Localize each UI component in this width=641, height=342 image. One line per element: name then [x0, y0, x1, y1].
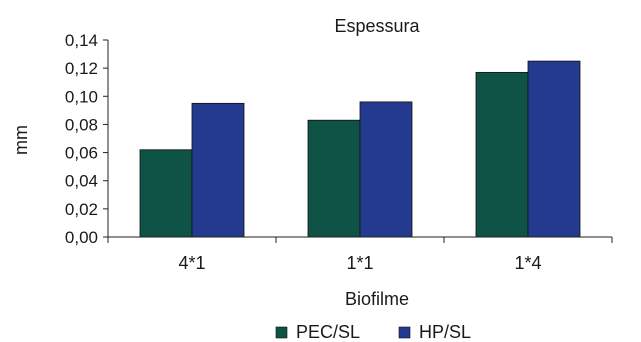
- y-tick-label: 0,14: [65, 31, 98, 50]
- legend-item-pec-sl: PEC/SL: [275, 322, 360, 342]
- legend-item-hp-sl: HP/SL: [398, 322, 471, 342]
- legend: PEC/SL HP/SL: [275, 322, 471, 342]
- legend-swatch-pec-sl: [275, 326, 288, 339]
- y-tick-label: 0,04: [65, 172, 98, 191]
- y-tick-label: 0,02: [65, 200, 98, 219]
- legend-label-hp-sl: HP/SL: [419, 322, 471, 342]
- y-tick-label: 0,06: [65, 144, 98, 163]
- bar-pec-sl-1-1: [307, 119, 361, 238]
- chart-title: Espessura: [334, 16, 420, 36]
- bar-hp-sl-4-1: [191, 102, 245, 238]
- bar-pec-sl-1-4: [475, 71, 529, 238]
- y-axis-label: mm: [11, 125, 31, 155]
- x-axis-label: Biofilme: [345, 289, 409, 309]
- plot-area: [139, 60, 581, 238]
- x-tick-label-1-4: 1*4: [514, 253, 541, 273]
- bar-hp-sl-1-4: [527, 60, 581, 238]
- legend-label-pec-sl: PEC/SL: [296, 322, 360, 342]
- bar-pec-sl-4-1: [139, 149, 193, 238]
- x-axis: 4*1 1*1 1*4: [107, 236, 613, 273]
- y-tick-label: 0,00: [65, 228, 98, 247]
- x-tick-label-1-1: 1*1: [346, 253, 373, 273]
- x-tick-label-4-1: 4*1: [178, 253, 205, 273]
- bar-hp-sl-1-1: [359, 101, 413, 238]
- y-tick-label: 0,12: [65, 59, 98, 78]
- y-tick-label: 0,10: [65, 87, 98, 106]
- legend-swatch-hp-sl: [398, 326, 411, 339]
- y-tick-label: 0,08: [65, 115, 98, 134]
- y-axis: 0,00 0,02 0,04 0,06 0,08 0,10 0,12 0,14: [65, 31, 109, 247]
